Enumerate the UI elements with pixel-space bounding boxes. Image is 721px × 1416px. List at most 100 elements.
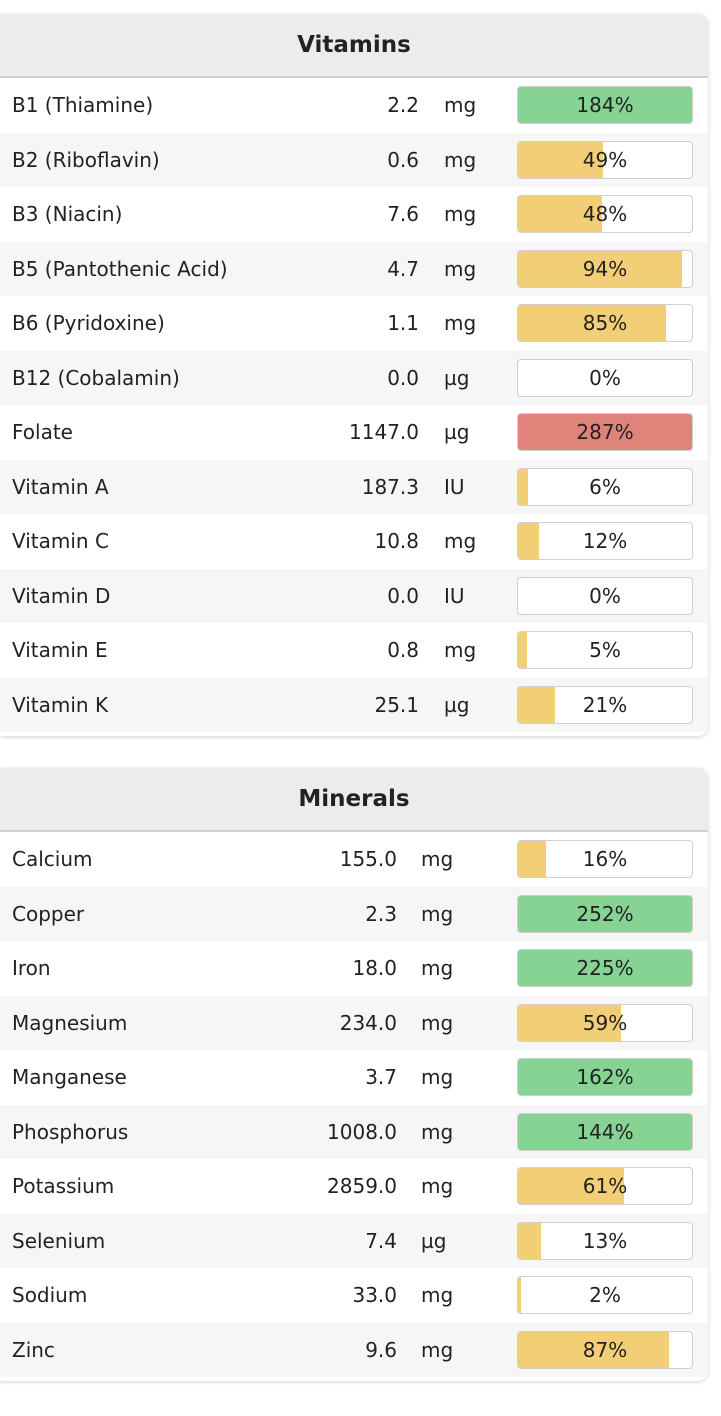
nutrient-name: Copper <box>12 901 85 926</box>
daily-value-fill <box>518 632 527 668</box>
nutrient-amount: 0.0 <box>387 583 419 608</box>
vitamins-table: B1 (Thiamine) 2.2 mg 184% B2 (Riboflavin) 0.6… <box>0 78 708 732</box>
table-row: Phosphorus 1008.0 mg 144% <box>0 1104 708 1159</box>
daily-value-bar: 162% <box>517 1058 693 1096</box>
daily-value-percent: 16% <box>582 847 628 871</box>
nutrient-unit: µg <box>421 1228 447 1253</box>
nutrient-unit: mg <box>421 1010 454 1035</box>
nutrient-name: Vitamin K <box>12 692 109 717</box>
daily-value-bar: 59% <box>517 1003 693 1042</box>
daily-value-bar: 0% <box>517 576 693 615</box>
nutrient-unit: mg <box>421 1065 454 1090</box>
daily-value-bar: 252% <box>517 894 693 933</box>
table-row: B6 (Pyridoxine) 1.1 mg 85% <box>0 296 708 351</box>
table-row: Folate 1147.0 µg 287% <box>0 405 708 460</box>
daily-value-bar: 85% <box>517 304 693 342</box>
nutrient-unit: µg <box>444 365 470 390</box>
nutrient-amount: 3.7 <box>365 1065 397 1090</box>
daily-value-percent: 61% <box>582 1174 628 1198</box>
daily-value-fill <box>518 841 546 877</box>
nutrient-unit: mg <box>421 1283 454 1308</box>
daily-value-percent: 48% <box>582 202 628 226</box>
nutrient-unit: mg <box>444 147 477 172</box>
nutrient-amount: 25.1 <box>374 692 419 717</box>
table-row: Potassium 2859.0 mg 61% <box>0 1159 708 1214</box>
daily-value-fill <box>518 1277 522 1313</box>
nutrient-unit: mg <box>421 956 454 981</box>
nutrient-amount: 2859.0 <box>327 1174 397 1199</box>
table-row: Vitamin C 10.8 mg 12% <box>0 514 708 569</box>
daily-value-percent: 2% <box>589 1283 621 1307</box>
table-row: Vitamin K 25.1 µg 21% <box>0 677 708 732</box>
nutrient-name: Phosphorus <box>12 1119 129 1144</box>
daily-value-bar: 94% <box>517 249 693 288</box>
daily-value-percent: 6% <box>589 474 621 499</box>
nutrient-amount: 1008.0 <box>327 1119 397 1144</box>
table-row: Vitamin A 187.3 IU 6% <box>0 459 708 514</box>
nutrient-amount: 4.7 <box>387 256 419 281</box>
daily-value-fill <box>518 305 666 341</box>
nutrient-name: Vitamin C <box>12 529 109 554</box>
table-row: Vitamin D 0.0 IU 0% <box>0 568 708 623</box>
daily-value-bar: 16% <box>517 840 693 878</box>
minerals-title: Minerals <box>298 786 410 812</box>
daily-value-bar: 21% <box>517 685 693 724</box>
daily-value-bar: 87% <box>517 1330 693 1369</box>
nutrient-amount: 1.1 <box>387 311 419 336</box>
nutrient-unit: mg <box>444 202 477 227</box>
vitamins-header: Vitamins <box>0 14 708 78</box>
table-row: Calcium 155.0 mg 16% <box>0 832 708 887</box>
table-row: Copper 2.3 mg 252% <box>0 886 708 941</box>
nutrient-name: Folate <box>12 420 73 445</box>
daily-value-percent: 85% <box>582 311 628 335</box>
daily-value-fill <box>518 1331 670 1368</box>
daily-value-percent: 184% <box>576 93 634 117</box>
table-row: B5 (Pantothenic Acid) 4.7 mg 94% <box>0 241 708 296</box>
nutrient-unit: mg <box>421 1174 454 1199</box>
table-row: B2 (Riboflavin) 0.6 mg 49% <box>0 132 708 187</box>
nutrient-name: Potassium <box>12 1174 115 1199</box>
daily-value-bar: 61% <box>517 1167 693 1205</box>
nutrient-unit: mg <box>421 847 454 872</box>
daily-value-fill <box>518 1113 692 1150</box>
nutrient-unit: IU <box>444 474 465 499</box>
nutrient-name: B12 (Cobalamin) <box>12 365 180 390</box>
daily-value-fill <box>518 141 604 178</box>
daily-value-percent: 49% <box>582 147 628 172</box>
nutrient-name: Magnesium <box>12 1010 128 1035</box>
minerals-header: Minerals <box>0 768 708 832</box>
daily-value-bar: 184% <box>517 86 693 124</box>
nutrient-amount: 234.0 <box>339 1010 397 1035</box>
table-row: Iron 18.0 mg 225% <box>0 941 708 996</box>
nutrient-amount: 0.0 <box>387 365 419 390</box>
nutrient-unit: mg <box>444 638 477 663</box>
daily-value-bar: 2% <box>517 1276 693 1314</box>
nutrient-amount: 7.4 <box>365 1228 397 1253</box>
daily-value-percent: 252% <box>576 901 634 926</box>
minerals-table: Calcium 155.0 mg 16% Copper 2.3 mg 252% Iron 18.0… <box>0 832 708 1377</box>
daily-value-fill <box>518 196 602 232</box>
daily-value-percent: 13% <box>582 1228 628 1253</box>
nutrient-amount: 187.3 <box>361 474 419 499</box>
daily-value-bar: 49% <box>517 140 693 179</box>
nutrient-amount: 2.3 <box>365 901 397 926</box>
vitamins-panel: Vitamins B1 (Thiamine) 2.2 mg 184% B2 (Ribof… <box>0 14 708 736</box>
daily-value-fill <box>518 950 692 986</box>
table-row: B12 (Cobalamin) 0.0 µg 0% <box>0 350 708 405</box>
nutrient-name: Vitamin D <box>12 583 111 608</box>
vitamins-title: Vitamins <box>297 32 411 58</box>
daily-value-fill <box>518 1168 625 1204</box>
nutrient-unit: mg <box>421 901 454 926</box>
daily-value-percent: 87% <box>582 1337 628 1362</box>
nutrient-name: B3 (Niacin) <box>12 202 123 227</box>
table-row: Magnesium 234.0 mg 59% <box>0 995 708 1050</box>
daily-value-percent: 144% <box>576 1119 634 1144</box>
daily-value-bar: 13% <box>517 1221 693 1260</box>
nutrient-name: Manganese <box>12 1065 127 1090</box>
nutrient-unit: µg <box>444 692 470 717</box>
nutrient-name: B5 (Pantothenic Acid) <box>12 256 228 281</box>
table-row: Zinc 9.6 mg 87% <box>0 1322 708 1377</box>
daily-value-bar: 48% <box>517 195 693 233</box>
nutrient-name: Sodium <box>12 1283 88 1308</box>
daily-value-percent: 287% <box>576 420 634 444</box>
